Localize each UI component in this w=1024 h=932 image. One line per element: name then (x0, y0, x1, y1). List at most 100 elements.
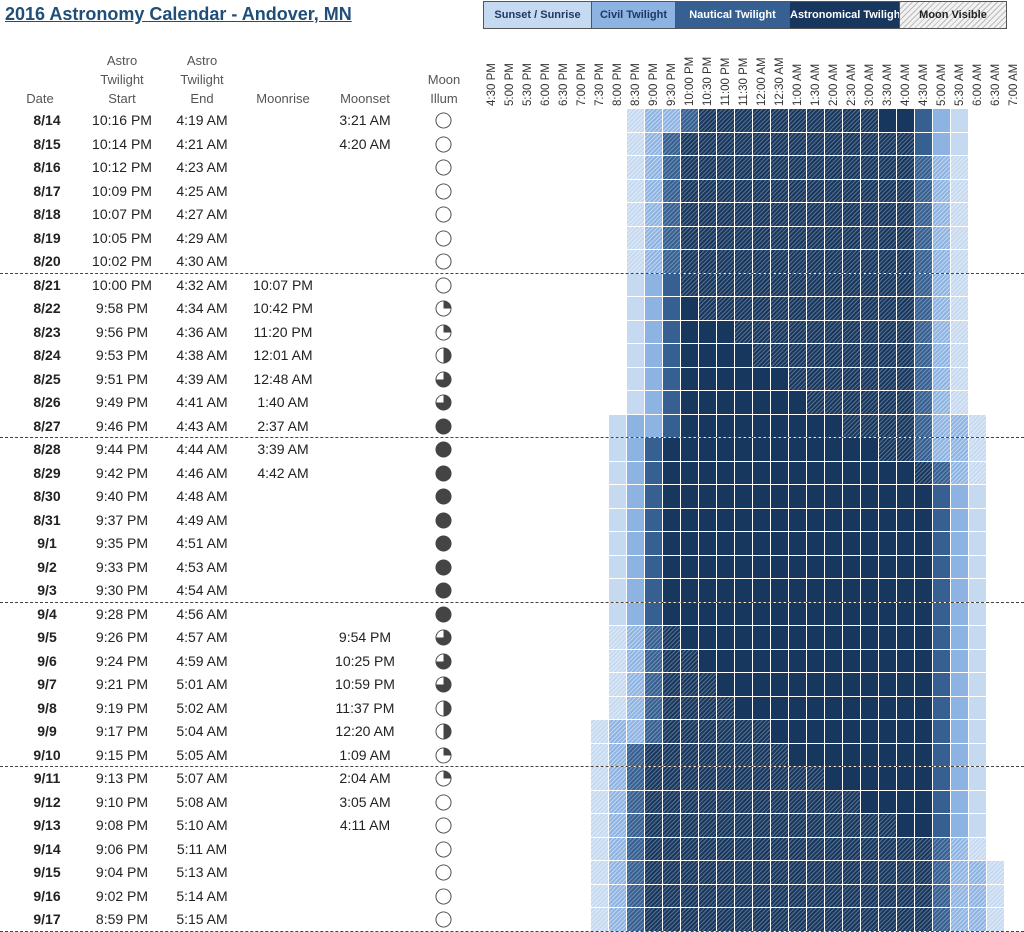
twilight-cell (753, 344, 771, 368)
twilight-cell (915, 226, 933, 250)
twilight-cell (789, 673, 807, 697)
twilight-cell (663, 297, 681, 321)
twilight-cell (753, 414, 771, 438)
twilight-cell (771, 532, 789, 556)
cell-moonrise (248, 626, 318, 650)
twilight-cell (735, 226, 753, 250)
twilight-cell (933, 414, 951, 438)
twilight-cell (753, 837, 771, 861)
twilight-cell (591, 790, 609, 814)
twilight-cell (789, 179, 807, 203)
twilight-cell (915, 109, 933, 133)
cell-astro-end: 4:29 AM (176, 229, 228, 246)
twilight-cell (825, 696, 843, 720)
calendar-row: 9/2 9:33 PM 4:53 AM (0, 555, 1024, 579)
twilight-cell (609, 884, 627, 908)
twilight-cell (753, 790, 771, 814)
twilight-cell (735, 767, 753, 791)
twilight-cell (771, 226, 789, 250)
twilight-cell (933, 461, 951, 485)
cell-astro-end: 4:30 AM (176, 253, 228, 269)
twilight-cell (825, 461, 843, 485)
cell-moonrise (248, 767, 318, 791)
twilight-cell (843, 790, 861, 814)
twilight-cell (951, 861, 969, 885)
twilight-cell (825, 367, 843, 391)
twilight-cell (969, 579, 987, 603)
twilight-cell (771, 884, 789, 908)
cell-moonset (330, 485, 400, 509)
twilight-cell (825, 320, 843, 344)
twilight-cell (789, 156, 807, 180)
cell-moonrise (248, 250, 318, 274)
page-title: 2016 Astronomy Calendar - Andover, MN (5, 4, 352, 24)
twilight-cell (699, 532, 717, 556)
twilight-cell (753, 720, 771, 744)
twilight-cell (951, 109, 969, 133)
moon-phase-icon (435, 793, 452, 811)
twilight-cell (681, 250, 699, 274)
twilight-cell (933, 273, 951, 297)
cell-astro-start: 9:30 PM (95, 582, 149, 598)
cell-moonrise: 10:07 PM (253, 276, 313, 293)
cell-moonset (330, 203, 400, 227)
twilight-cell (843, 579, 861, 603)
week-separator (0, 437, 1024, 438)
cell-moonrise (248, 509, 318, 533)
twilight-cell (825, 179, 843, 203)
cell-moonset (330, 415, 400, 439)
twilight-cell (699, 555, 717, 579)
twilight-cell (897, 790, 915, 814)
twilight-cell (609, 508, 627, 532)
cell-astro-end: 4:53 AM (176, 558, 228, 575)
moon-phase-icon (435, 699, 452, 717)
twilight-cell (879, 884, 897, 908)
twilight-cell (645, 297, 663, 321)
time-label: 1:30 AM (807, 52, 825, 106)
twilight-cell (645, 438, 663, 462)
twilight-cell (969, 555, 987, 579)
twilight-cell (879, 908, 897, 932)
cell-astro-end: 5:15 AM (176, 911, 228, 927)
cell-moonrise (248, 697, 318, 721)
time-label: 1:00 AM (789, 52, 807, 106)
twilight-cell (663, 250, 681, 274)
twilight-cell (843, 250, 861, 274)
cell-moonrise (248, 720, 318, 744)
twilight-cell (969, 532, 987, 556)
twilight-cell (861, 649, 879, 673)
twilight-cell (735, 532, 753, 556)
cell-date: 8/17 (33, 182, 61, 199)
cell-date: 8/29 (33, 464, 61, 481)
moon-phase-icon (435, 159, 452, 176)
twilight-cell (591, 743, 609, 767)
twilight-cell (609, 814, 627, 838)
calendar-row: 8/23 9:56 PM 4:36 AM 11:20 PM (0, 320, 1024, 344)
twilight-cell (915, 532, 933, 556)
twilight-cell (897, 273, 915, 297)
twilight-cell (807, 320, 825, 344)
twilight-cell (789, 626, 807, 650)
twilight-cell (699, 367, 717, 391)
header-moonrise: Moonrise (256, 91, 310, 106)
time-label: 6:30 AM (987, 52, 1005, 106)
calendar-row: 9/12 9:10 PM 5:08 AM 3:05 AM (0, 790, 1024, 814)
twilight-cell (825, 297, 843, 321)
twilight-cell (969, 414, 987, 438)
twilight-cell (951, 579, 969, 603)
twilight-cell (933, 250, 951, 274)
twilight-cell (807, 673, 825, 697)
time-label-text: 10:00 PM (684, 56, 696, 106)
twilight-cell (627, 814, 645, 838)
twilight-cell (735, 884, 753, 908)
moon-phase-icon (435, 135, 452, 153)
calendar-row: 9/10 9:15 PM 5:05 AM 1:09 AM (0, 743, 1024, 767)
twilight-cell (879, 720, 897, 744)
cell-date: 9/10 (33, 746, 61, 763)
cell-moonset: 10:25 PM (335, 652, 395, 669)
twilight-cell (627, 602, 645, 626)
twilight-cell (897, 250, 915, 274)
twilight-cell (645, 720, 663, 744)
time-label-text: 6:30 AM (990, 63, 1002, 106)
twilight-cell (717, 367, 735, 391)
